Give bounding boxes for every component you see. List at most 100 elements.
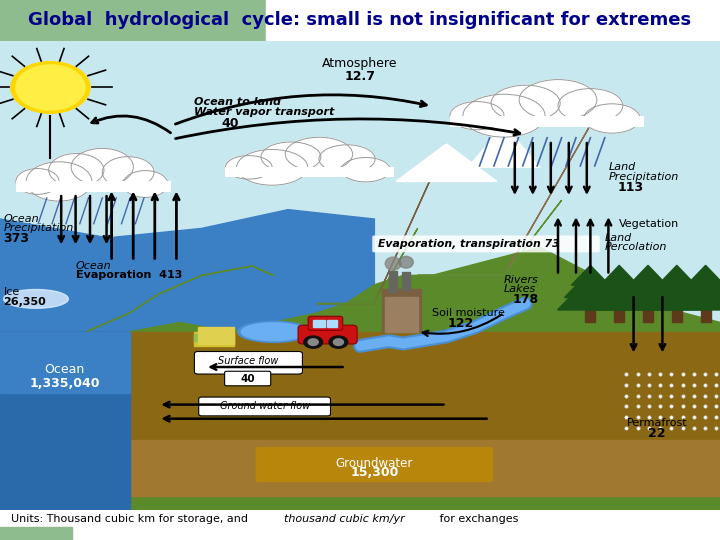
Text: 22: 22 <box>648 427 665 440</box>
Ellipse shape <box>463 94 545 137</box>
Ellipse shape <box>26 162 92 201</box>
Text: 26,350: 26,350 <box>4 297 46 307</box>
Bar <box>16 181 171 192</box>
Bar <box>385 296 418 332</box>
Ellipse shape <box>71 148 133 186</box>
Text: 1,335,040: 1,335,040 <box>30 377 100 390</box>
Ellipse shape <box>225 156 272 179</box>
Polygon shape <box>586 276 652 310</box>
Text: Ocean: Ocean <box>45 363 85 376</box>
Polygon shape <box>644 276 710 310</box>
Text: Ice: Ice <box>4 287 20 298</box>
Polygon shape <box>0 210 374 510</box>
Ellipse shape <box>4 289 68 308</box>
Ellipse shape <box>341 158 390 182</box>
Circle shape <box>308 339 318 346</box>
Text: 373: 373 <box>4 232 30 245</box>
FancyBboxPatch shape <box>199 397 330 416</box>
Ellipse shape <box>123 171 168 198</box>
Polygon shape <box>396 144 497 181</box>
Polygon shape <box>629 265 667 285</box>
Polygon shape <box>572 265 609 285</box>
Text: Precipitation: Precipitation <box>608 172 679 182</box>
Circle shape <box>333 339 343 346</box>
Text: Ocean: Ocean <box>76 261 111 271</box>
Circle shape <box>304 336 323 348</box>
Ellipse shape <box>558 89 623 123</box>
Bar <box>450 116 644 127</box>
Bar <box>198 327 234 343</box>
Bar <box>402 272 410 291</box>
Polygon shape <box>130 247 720 510</box>
Ellipse shape <box>237 150 307 185</box>
Bar <box>382 289 421 332</box>
Polygon shape <box>687 265 720 285</box>
Polygon shape <box>651 271 703 298</box>
Bar <box>225 167 394 177</box>
Text: 113: 113 <box>618 180 644 193</box>
Text: 122: 122 <box>448 317 474 330</box>
Text: Precipitation: Precipitation <box>4 224 74 233</box>
Bar <box>130 440 720 496</box>
Ellipse shape <box>102 157 154 187</box>
Text: Land: Land <box>605 233 632 243</box>
Text: Ground water flow: Ground water flow <box>220 401 310 411</box>
Bar <box>701 307 711 322</box>
Polygon shape <box>418 200 562 275</box>
Ellipse shape <box>399 256 413 268</box>
Text: 40: 40 <box>240 374 255 384</box>
Text: 12.7: 12.7 <box>344 70 376 83</box>
Text: Surface flow: Surface flow <box>218 356 279 366</box>
Circle shape <box>329 336 348 348</box>
Polygon shape <box>658 265 696 285</box>
Polygon shape <box>680 271 720 298</box>
Text: Ocean: Ocean <box>4 214 39 224</box>
Polygon shape <box>564 271 616 298</box>
Bar <box>585 307 595 322</box>
Ellipse shape <box>584 104 640 133</box>
FancyBboxPatch shape <box>256 447 493 482</box>
Ellipse shape <box>450 102 504 130</box>
Text: Units: Thousand cubic km for storage, and: Units: Thousand cubic km for storage, an… <box>11 514 251 524</box>
Bar <box>194 332 234 346</box>
FancyBboxPatch shape <box>194 352 302 374</box>
Ellipse shape <box>16 168 59 194</box>
FancyBboxPatch shape <box>298 325 357 344</box>
Text: Groundwater: Groundwater <box>336 457 413 470</box>
Bar <box>0 332 130 393</box>
Bar <box>0 526 72 540</box>
Circle shape <box>11 62 90 113</box>
Bar <box>643 307 653 322</box>
Polygon shape <box>672 276 720 310</box>
Text: Soil moisture: Soil moisture <box>432 308 505 318</box>
Ellipse shape <box>49 153 104 187</box>
Bar <box>0 0 266 40</box>
Polygon shape <box>593 271 645 298</box>
Text: Rivers: Rivers <box>504 275 539 285</box>
Polygon shape <box>615 276 681 310</box>
Text: thousand cubic km/yr: thousand cubic km/yr <box>284 514 405 524</box>
Ellipse shape <box>241 323 306 341</box>
Text: Lakes: Lakes <box>504 285 536 294</box>
FancyBboxPatch shape <box>308 316 343 330</box>
Text: Percolation: Percolation <box>605 242 667 252</box>
Text: Water vapor transport: Water vapor transport <box>194 107 335 117</box>
Polygon shape <box>418 125 590 275</box>
Bar <box>327 320 337 327</box>
Polygon shape <box>557 276 624 310</box>
Text: Permafrost: Permafrost <box>626 418 687 428</box>
Polygon shape <box>317 228 418 303</box>
Ellipse shape <box>319 145 375 173</box>
Polygon shape <box>600 265 638 285</box>
Polygon shape <box>622 271 674 298</box>
Text: Evaporation  413: Evaporation 413 <box>76 271 182 280</box>
Text: 178: 178 <box>513 293 539 306</box>
Bar <box>0 393 374 510</box>
Text: Land: Land <box>608 163 636 172</box>
Polygon shape <box>468 125 540 167</box>
FancyBboxPatch shape <box>225 371 271 386</box>
Text: 15,300: 15,300 <box>350 466 399 479</box>
Ellipse shape <box>285 137 353 171</box>
Circle shape <box>16 65 85 110</box>
Bar <box>672 307 682 322</box>
